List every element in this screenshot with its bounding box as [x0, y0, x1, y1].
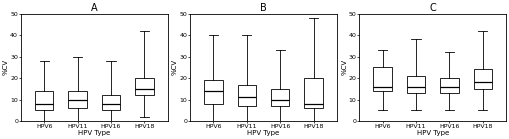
PathPatch shape [102, 95, 120, 110]
PathPatch shape [407, 76, 425, 93]
Title: C: C [430, 3, 436, 13]
PathPatch shape [271, 89, 290, 106]
PathPatch shape [474, 70, 492, 89]
PathPatch shape [35, 91, 53, 110]
Y-axis label: %CV: %CV [341, 59, 347, 75]
X-axis label: HPV Type: HPV Type [78, 130, 110, 136]
X-axis label: HPV Type: HPV Type [247, 130, 279, 136]
PathPatch shape [304, 78, 323, 108]
PathPatch shape [374, 67, 392, 91]
X-axis label: HPV Type: HPV Type [416, 130, 449, 136]
PathPatch shape [440, 78, 459, 93]
Title: B: B [260, 3, 267, 13]
PathPatch shape [204, 80, 222, 104]
Y-axis label: %CV: %CV [3, 59, 9, 75]
PathPatch shape [68, 91, 87, 108]
PathPatch shape [135, 78, 154, 95]
Y-axis label: %CV: %CV [172, 59, 178, 75]
PathPatch shape [238, 85, 256, 106]
Title: A: A [91, 3, 98, 13]
